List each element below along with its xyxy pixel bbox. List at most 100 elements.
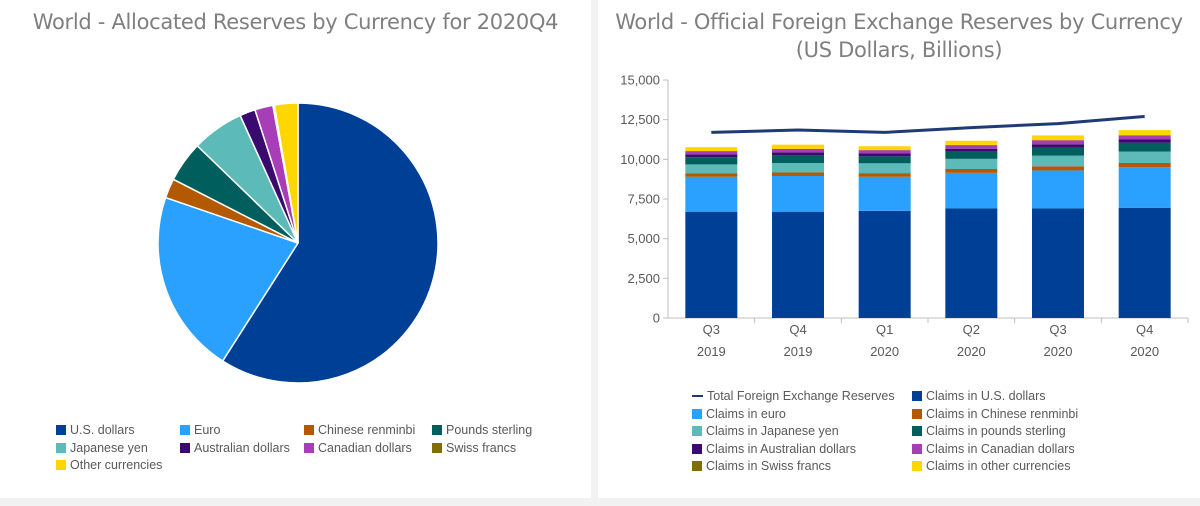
- legend-item-claims-in-swiss-francs: Claims in Swiss francs: [692, 458, 831, 474]
- bar-segment-claims-in-euro: [772, 175, 824, 212]
- bar-chart-panel: World - Official Foreign Exchange Reserv…: [598, 0, 1200, 498]
- bar-segment-claims-in-japanese-yen: [1032, 155, 1084, 167]
- bar-segment-claims-in-australian-dollars: [858, 153, 911, 157]
- x-tick-label: 2019: [697, 344, 726, 359]
- legend-swatch: [692, 426, 702, 437]
- legend-swatch: [180, 442, 190, 453]
- legend-item-canadian-dollars: Canadian dollars: [304, 440, 412, 456]
- legend-swatch: [56, 442, 66, 453]
- bar-segment-claims-in-pounds-sterling: [685, 157, 738, 165]
- legend-item-claims-in-canadian-dollars: Claims in Canadian dollars: [912, 441, 1075, 457]
- legend-label: Claims in Japanese yen: [706, 424, 839, 439]
- y-tick-label: 7,500: [627, 192, 660, 207]
- bar-segment-claims-in-pounds-sterling: [945, 151, 998, 159]
- legend-label: U.S. dollars: [70, 423, 135, 437]
- bar-segment-claims-in-chinese-renminbi: [945, 169, 998, 173]
- legend-label: Japanese yen: [70, 440, 148, 455]
- bar-segment-claims-in-canadian-dollars: [772, 149, 824, 153]
- bar-segment-claims-in-other-currencies: [685, 147, 738, 152]
- legend-swatch: [912, 391, 922, 401]
- legend-swatch: [180, 425, 190, 435]
- legend-item-pounds-sterling: Pounds sterling: [432, 422, 532, 438]
- bar-segment-claims-in-u-s-dollars: [858, 210, 911, 318]
- y-tick-label: 0: [653, 311, 660, 326]
- legend-swatch: [432, 442, 442, 453]
- legend-label: Total Foreign Exchange Reserves: [707, 389, 895, 403]
- total-reserves-line: [711, 114, 1145, 134]
- bar-segment-claims-in-u-s-dollars: [1032, 208, 1084, 318]
- bar-segment-claims-in-canadian-dollars: [1118, 135, 1171, 140]
- x-tick-label: Q2: [963, 322, 980, 337]
- legend-swatch: [912, 426, 922, 437]
- x-tick-label: Q3: [703, 322, 720, 337]
- legend-label: Claims in pounds sterling: [926, 424, 1066, 439]
- x-tick-label: Q1: [876, 322, 893, 337]
- bar-segment-claims-in-japanese-yen: [685, 164, 738, 174]
- bar-segment-claims-in-u-s-dollars: [1118, 207, 1171, 318]
- bar-segment-claims-in-other-currencies: [945, 140, 998, 145]
- legend-swatch: [692, 408, 702, 419]
- bar-segment-claims-in-japanese-yen: [945, 158, 998, 170]
- x-tick-label: 2020: [870, 344, 899, 359]
- legend-swatch: [432, 425, 442, 435]
- legend-label: Claims in Canadian dollars: [926, 441, 1075, 456]
- legend-item-claims-in-euro: Claims in euro: [692, 406, 786, 422]
- legend-swatch: [692, 461, 702, 472]
- legend-item-australian-dollars: Australian dollars: [180, 440, 290, 456]
- legend-item-other-currencies: Other currencies: [56, 457, 162, 473]
- legend-label: Claims in other currencies: [926, 459, 1071, 474]
- y-tick-label: 5,000: [627, 231, 660, 246]
- pie-slice-euro: [157, 196, 300, 363]
- x-tick-label: 2020: [1130, 344, 1159, 359]
- legend-label: Other currencies: [70, 458, 163, 472]
- bar-segment-claims-in-australian-dollars: [772, 152, 824, 156]
- legend-item-claims-in-japanese-yen: Claims in Japanese yen: [692, 423, 839, 439]
- bar-segment-claims-in-australian-dollars: [1118, 139, 1171, 143]
- bar-segment-claims-in-canadian-dollars: [858, 150, 911, 154]
- legend-item-japanese-yen: Japanese yen: [56, 440, 148, 456]
- bar-segment-claims-in-chinese-renminbi: [858, 173, 911, 177]
- bar-segment-claims-in-u-s-dollars: [945, 208, 998, 318]
- legend-item-claims-in-pounds-sterling: Claims in pounds sterling: [912, 423, 1066, 439]
- legend-label: Australian dollars: [194, 440, 290, 455]
- x-tick-label: Q4: [1136, 322, 1153, 337]
- bar-segment-claims-in-canadian-dollars: [685, 151, 738, 155]
- legend-item-u-s-dollars: U.S. dollars: [56, 422, 135, 438]
- legend-item-claims-in-other-currencies: Claims in other currencies: [912, 458, 1071, 474]
- bar-segment-claims-in-australian-dollars: [1032, 144, 1084, 148]
- bar-segment-claims-in-euro: [945, 172, 998, 209]
- pie-slice-other-currencies: [273, 102, 299, 244]
- bar-segment-claims-in-canadian-dollars: [1032, 140, 1084, 145]
- bar-segment-claims-in-chinese-renminbi: [1118, 162, 1171, 168]
- legend-swatch: [56, 425, 66, 435]
- bar-segment-claims-in-pounds-sterling: [1032, 147, 1084, 156]
- legend-label: Euro: [194, 423, 221, 437]
- bar-segment-claims-in-u-s-dollars: [772, 211, 824, 318]
- pie-chart-panel: World - Allocated Reserves by Currency f…: [0, 0, 591, 498]
- legend-item-chinese-renminbi: Chinese renminbi: [304, 422, 415, 438]
- legend-swatch: [304, 442, 314, 453]
- bar-chart-subtitle: (US Dollars, Billions): [795, 38, 1003, 62]
- legend-swatch: [56, 460, 66, 470]
- pie-slice-u-s-dollars: [221, 102, 439, 384]
- bar-segment-claims-in-pounds-sterling: [858, 156, 911, 164]
- bar-segment-claims-in-australian-dollars: [685, 154, 738, 158]
- legend-item-claims-in-chinese-renminbi: Claims in Chinese renminbi: [912, 406, 1078, 422]
- bar-segment-claims-in-chinese-renminbi: [1032, 166, 1084, 171]
- pie-chart: [157, 102, 439, 384]
- legend-label: Swiss francs: [446, 440, 517, 455]
- legend-item-total-foreign-exchange-reserves: Total Foreign Exchange Reserves: [692, 388, 895, 404]
- legend-swatch: [912, 408, 922, 419]
- legend-item-swiss-francs: Swiss francs: [432, 440, 516, 456]
- legend-swatch: [692, 443, 702, 454]
- legend-item-euro: Euro: [180, 422, 220, 438]
- bar-segment-claims-in-japanese-yen: [1118, 151, 1171, 163]
- legend-label: Claims in euro: [706, 406, 786, 421]
- legend-swatch: [304, 425, 314, 435]
- bar-segment-claims-in-japanese-yen: [772, 162, 824, 173]
- bar-segment-claims-in-euro: [685, 176, 738, 212]
- bar-segment-claims-in-australian-dollars: [945, 148, 998, 152]
- y-tick-label: 2,500: [627, 271, 660, 286]
- legend-label: Canadian dollars: [318, 440, 412, 455]
- bar-segment-claims-in-euro: [858, 176, 911, 211]
